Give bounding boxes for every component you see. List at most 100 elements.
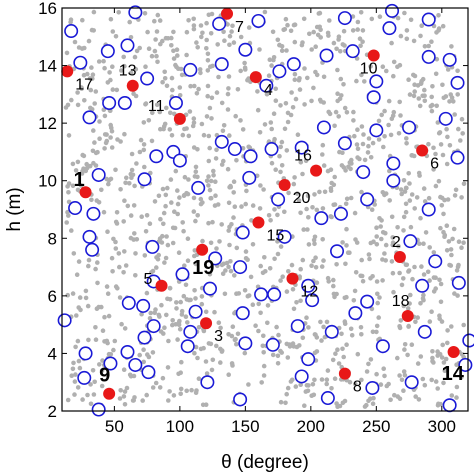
background-dot (75, 159, 81, 165)
background-dot (229, 333, 235, 339)
background-dot (271, 57, 276, 63)
background-dot (296, 198, 302, 203)
background-dot (232, 310, 237, 316)
red-point-16 (310, 164, 323, 177)
background-dot (311, 85, 316, 91)
background-dot (123, 180, 128, 186)
background-dot (141, 347, 146, 353)
background-dot (229, 29, 234, 34)
background-dot (70, 366, 76, 372)
background-dot (231, 190, 236, 195)
background-dot (178, 66, 184, 72)
background-dot (314, 24, 320, 30)
background-dot (285, 385, 291, 391)
background-dot (152, 199, 158, 204)
background-dot (412, 89, 418, 94)
background-dot (445, 197, 451, 202)
background-dot (192, 174, 198, 179)
background-dot (275, 361, 281, 366)
background-dot (434, 103, 440, 109)
background-dot (278, 348, 283, 354)
background-dot (284, 148, 290, 153)
background-dot (374, 329, 379, 335)
background-dot (266, 213, 272, 218)
background-dot (97, 136, 102, 141)
background-dot (72, 39, 78, 45)
blue-circle-point (259, 78, 274, 93)
blue-circle-point (382, 21, 397, 36)
background-dot (174, 64, 179, 70)
background-dot (70, 291, 76, 296)
background-dot (206, 158, 212, 164)
background-dot (185, 320, 190, 325)
background-dot (221, 158, 226, 164)
background-dot (87, 163, 93, 169)
background-dot (220, 271, 226, 277)
background-dot (89, 197, 94, 203)
background-dot (402, 342, 408, 347)
background-dot (258, 310, 263, 316)
background-dot (371, 239, 376, 244)
background-dot (391, 289, 396, 295)
background-dot (448, 247, 454, 252)
background-dot (352, 288, 358, 294)
background-dot (123, 263, 129, 268)
background-dot (164, 83, 170, 89)
background-dot (286, 269, 291, 274)
background-dot (360, 278, 366, 284)
background-dot (226, 200, 232, 206)
background-dot (122, 389, 128, 394)
background-dot (76, 305, 81, 310)
background-dot (225, 91, 231, 97)
background-dot (383, 258, 389, 263)
background-dot (225, 22, 230, 27)
background-dot (259, 380, 265, 385)
background-dot (125, 203, 131, 209)
blue-circle-point (137, 172, 152, 187)
background-dot (298, 160, 304, 165)
background-dot (139, 311, 144, 317)
background-dot (164, 105, 169, 111)
background-dot (268, 218, 273, 223)
background-dot (162, 69, 167, 75)
background-dot (328, 214, 334, 219)
blue-circle-point (330, 244, 345, 259)
background-dot (233, 113, 238, 119)
background-dot (426, 195, 432, 201)
blue-circle-point (212, 16, 227, 31)
background-dot (92, 379, 97, 385)
background-dot (163, 35, 169, 41)
background-dot (213, 193, 218, 198)
background-dot (396, 131, 402, 136)
background-dot (435, 353, 441, 358)
background-dot (306, 242, 312, 247)
background-dot (451, 226, 457, 232)
background-dot (196, 325, 202, 330)
background-dot (360, 28, 366, 33)
background-dot (183, 282, 189, 288)
background-dot (193, 164, 199, 170)
background-dot (433, 183, 439, 189)
background-dot (134, 161, 139, 166)
background-dot (387, 198, 393, 203)
background-dot (122, 198, 127, 203)
red-point-1 (79, 186, 92, 199)
red-point-6 (416, 144, 429, 157)
background-dot (210, 219, 215, 225)
background-dot (440, 152, 446, 158)
background-dot (304, 383, 310, 388)
background-dot (283, 400, 288, 406)
blue-circle-point (214, 134, 229, 149)
background-dot (229, 222, 234, 227)
background-dot (344, 294, 349, 300)
background-dot (199, 121, 205, 127)
background-dot (243, 249, 249, 254)
background-dot (291, 22, 297, 28)
background-dot (129, 151, 135, 157)
background-dot (449, 44, 454, 49)
background-dot (348, 166, 353, 172)
background-dot (351, 109, 356, 115)
x-tick-label: 50 (105, 417, 124, 436)
background-dot (349, 161, 354, 166)
